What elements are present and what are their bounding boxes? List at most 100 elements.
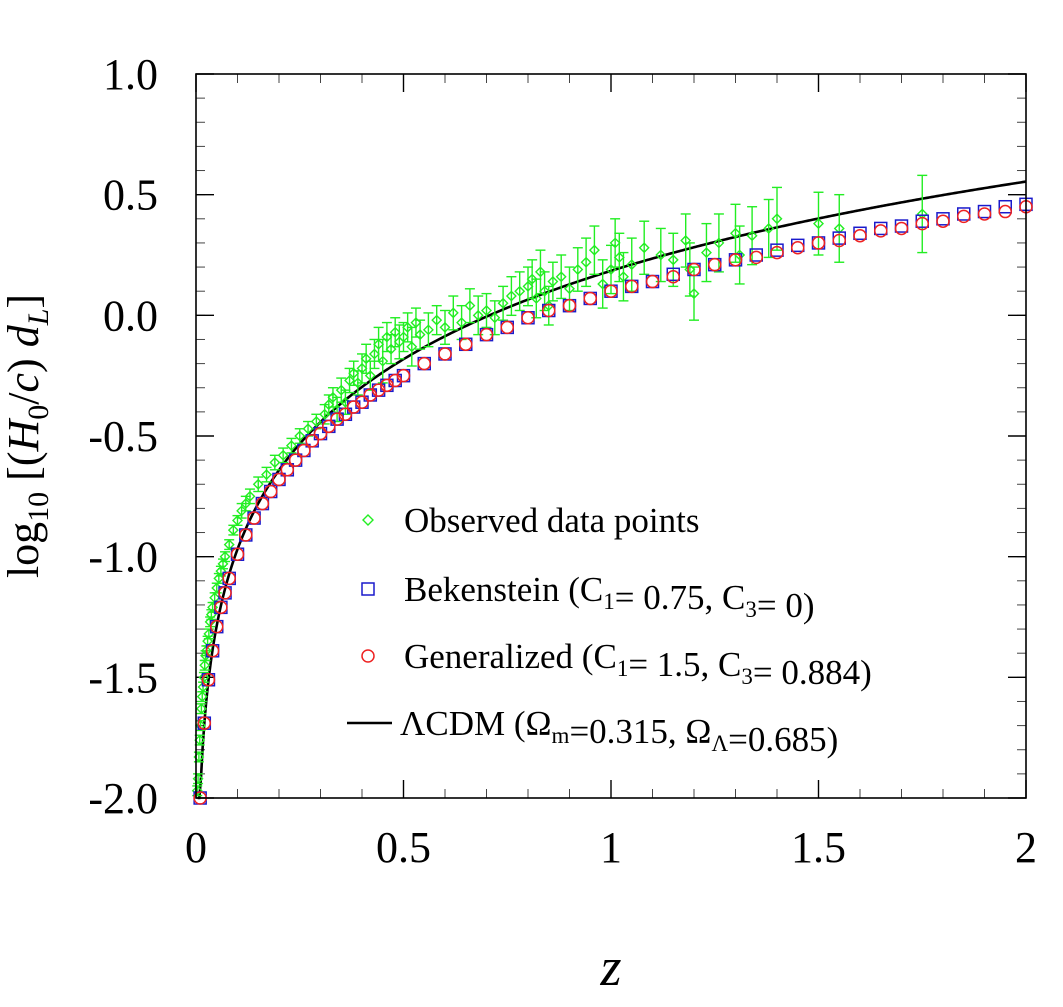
legend-label: ΛCDM (Ωm=0.315, ΩΛ=0.685) [400, 704, 838, 759]
generalized-point [811, 236, 826, 250]
observed-point [680, 235, 692, 247]
generalized-point [210, 619, 224, 634]
observed-point [285, 440, 297, 452]
legend-entry-lcdm: ΛCDM (Ωm=0.315, ΩΛ=0.685) [347, 704, 838, 759]
observed-point [489, 312, 501, 324]
generalized-point [355, 395, 369, 409]
legend-entry-bekenstein: Bekenstein (C1= 0.75, C3= 0) [361, 570, 815, 625]
y-axis-title: log10 [(H0/c) dL] [0, 294, 55, 578]
observed-point [464, 300, 476, 312]
legend-label: Generalized (C1= 1.5, C3= 0.884) [404, 637, 872, 692]
observed-point [626, 259, 638, 271]
observed-point [422, 324, 434, 336]
y-tick-label: -1.5 [88, 653, 158, 702]
observed-point [813, 218, 824, 230]
legend-label: Bekenstein (C1= 0.75, C3= 0) [404, 570, 815, 625]
y-tick-label: -1.0 [88, 533, 158, 582]
observed-point [916, 208, 928, 220]
generalized-point [957, 209, 971, 224]
legend-entry-generalized: Generalized (C1= 1.5, C3= 0.884) [361, 637, 872, 692]
generalized-point [205, 644, 220, 658]
generalized-point [222, 571, 236, 586]
y-tick-labels: 1.0 0.5 0.0 -0.5 -1.0 -1.5 -2.0 [88, 50, 158, 823]
observed-point [447, 307, 459, 319]
observed-point [526, 273, 538, 285]
observed-point [277, 449, 289, 461]
generalized-point [297, 443, 311, 458]
y-tick-label: 1.0 [103, 50, 158, 99]
y-tick-label: -2.0 [88, 774, 158, 823]
generalized-point [280, 463, 295, 477]
observed-point [472, 309, 484, 321]
observed-point [505, 290, 517, 302]
plot-area [196, 74, 1026, 798]
generalized-point [998, 204, 1012, 219]
legend-label: Observed data points [404, 501, 699, 540]
observed-point [240, 498, 252, 510]
observed-point [580, 256, 592, 268]
observed-point [198, 671, 210, 683]
observed-point [514, 285, 526, 297]
observed-point [389, 326, 401, 338]
generalized-point [562, 298, 577, 313]
observed-point [219, 551, 231, 563]
observed-point [360, 353, 372, 365]
observed-point [215, 565, 227, 577]
observed-point [191, 785, 203, 797]
observed-point [232, 514, 243, 526]
observed-point [368, 348, 380, 360]
observed-point [481, 305, 492, 316]
generalized-point [770, 245, 784, 260]
observed-point [572, 263, 584, 275]
observed-point [655, 249, 667, 261]
observed-point [555, 271, 567, 283]
observed-point [431, 314, 443, 326]
generalized-point [288, 453, 303, 467]
x-tick-label: 0.5 [376, 823, 431, 872]
generalized-point [915, 216, 929, 231]
observed-point [385, 343, 397, 355]
observed-point [364, 370, 376, 382]
generalized-point [459, 337, 473, 352]
x-tick-label: 1.5 [791, 823, 846, 872]
observed-point [348, 367, 360, 379]
observed-point [406, 341, 418, 353]
observed-point [244, 490, 256, 502]
observed-point [213, 572, 225, 584]
observed-point [410, 317, 422, 329]
generalized-point [263, 484, 278, 499]
observed-point [547, 276, 559, 288]
generalized-point [197, 716, 212, 730]
x-tick-label: 2 [1015, 823, 1037, 872]
generalized-point [230, 547, 245, 562]
observed-point [609, 237, 621, 249]
observed-point [667, 254, 679, 266]
x-tick-label: 1 [600, 823, 622, 872]
generalized-point [542, 303, 556, 318]
legend-entry-observed: Observed data points [362, 501, 699, 540]
lcdm-line [197, 180, 1027, 800]
observed-point [192, 773, 204, 785]
generalized-point [479, 327, 494, 342]
generalized-point [322, 419, 336, 434]
lcdm-curve-layer [197, 180, 1027, 800]
generalized-point [239, 528, 253, 542]
generalized-point [874, 224, 888, 238]
observed-point [534, 266, 546, 278]
legend: Observed data points Bekenstein (C1= 0.75… [347, 501, 872, 759]
observed-point [310, 416, 322, 428]
observed-point [497, 297, 509, 309]
observed-point [597, 278, 609, 290]
observed-point [373, 338, 385, 350]
observed-point [227, 524, 239, 536]
observed-point [252, 478, 264, 490]
observed-point [261, 469, 273, 481]
generalized-point [417, 356, 431, 371]
observed-point [530, 292, 542, 304]
generalized-point [500, 320, 514, 335]
observed-point [402, 321, 414, 333]
generalized-point [853, 228, 867, 243]
generalized-point [583, 291, 597, 306]
generalized-point [645, 274, 660, 289]
